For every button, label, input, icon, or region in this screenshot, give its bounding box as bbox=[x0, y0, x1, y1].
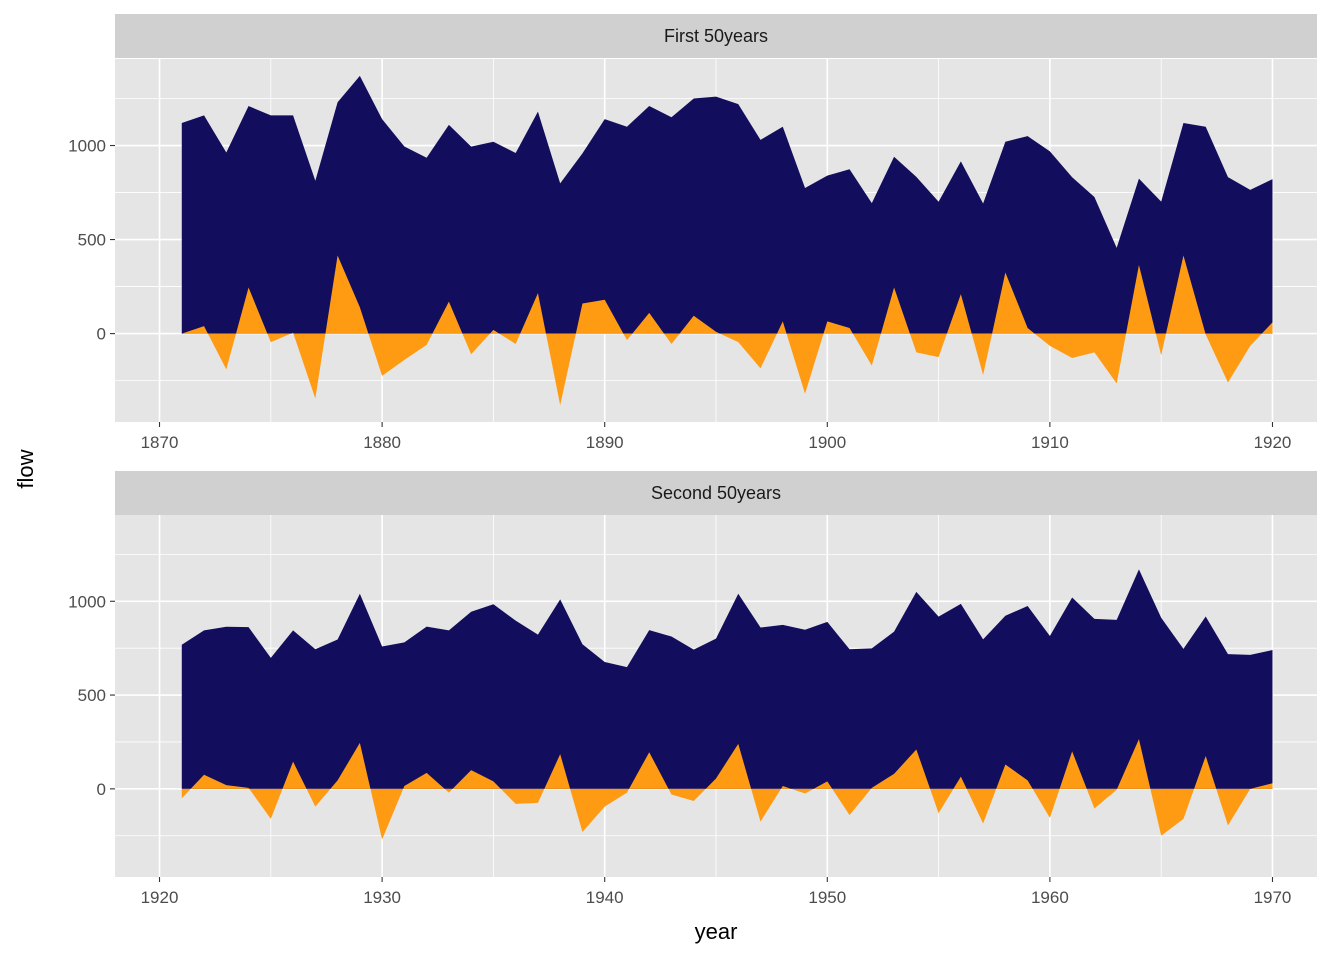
x-axis-title: year bbox=[695, 919, 738, 944]
x-tick-label: 1920 bbox=[1254, 433, 1292, 452]
facet-title: Second 50years bbox=[651, 483, 781, 503]
x-tick-label: 1960 bbox=[1031, 888, 1069, 907]
y-tick-label: 1000 bbox=[68, 137, 106, 156]
x-tick-label: 1880 bbox=[363, 433, 401, 452]
y-tick-label: 500 bbox=[78, 231, 106, 250]
deviation-area bbox=[181, 739, 1273, 840]
x-tick-label: 1950 bbox=[808, 888, 846, 907]
x-tick-label: 1930 bbox=[363, 888, 401, 907]
flow-area bbox=[181, 569, 1273, 789]
facet-strip bbox=[115, 14, 1317, 58]
facet-title: First 50years bbox=[664, 26, 768, 46]
x-tick-label: 1970 bbox=[1254, 888, 1292, 907]
facet-strip bbox=[115, 471, 1317, 515]
x-tick-label: 1870 bbox=[141, 433, 179, 452]
x-tick-label: 1920 bbox=[141, 888, 179, 907]
panel-1: First 50years 0 500 1000 1870 1880 1890 1900 191… bbox=[68, 14, 1317, 452]
y-axis-title: flow bbox=[13, 449, 38, 488]
x-tick-label: 1900 bbox=[808, 433, 846, 452]
x-tick-label: 1890 bbox=[586, 433, 624, 452]
y-tick-label: 0 bbox=[97, 780, 106, 799]
y-tick-label: 0 bbox=[97, 325, 106, 344]
x-tick-label: 1910 bbox=[1031, 433, 1069, 452]
y-tick-label: 1000 bbox=[68, 592, 106, 611]
panel-2: Second 50years 0 500 1000 1920 1930 1940 1950 19… bbox=[68, 471, 1317, 907]
x-tick-label: 1940 bbox=[586, 888, 624, 907]
flow-area bbox=[181, 75, 1273, 334]
y-tick-label: 500 bbox=[78, 686, 106, 705]
